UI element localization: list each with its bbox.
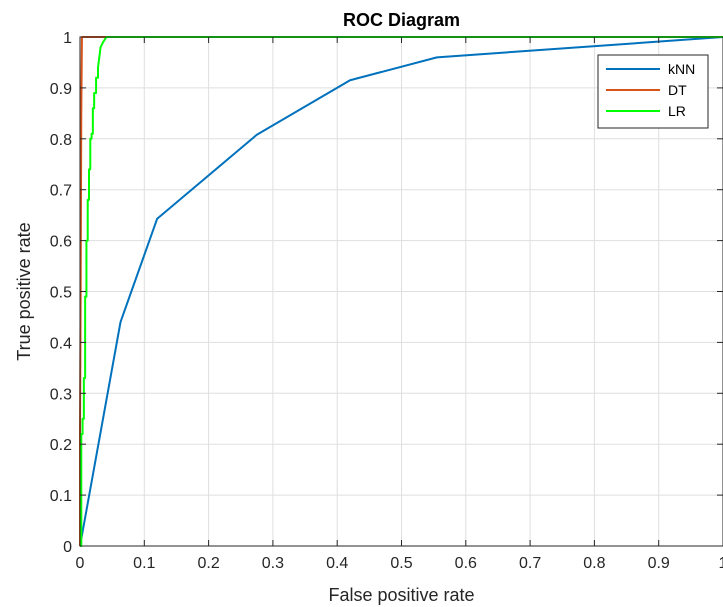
y-tick-label: 0	[63, 539, 72, 556]
legend-label-knn: kNN	[668, 61, 695, 77]
x-tick-label: 0.8	[583, 555, 605, 572]
y-tick-label: 0.2	[50, 437, 72, 454]
y-tick-label: 1	[63, 30, 72, 47]
x-tick-label: 0.5	[390, 555, 412, 572]
legend-label-dt: DT	[668, 82, 687, 98]
y-tick-label: 0.6	[50, 234, 72, 251]
x-tick-label: 0.9	[648, 555, 670, 572]
y-tick-label: 0.4	[50, 335, 72, 352]
x-tick-label: 0	[76, 555, 85, 572]
x-tick-label: 0.2	[197, 555, 219, 572]
legend: kNN DT LR	[597, 54, 709, 129]
y-tick-label: 0.7	[50, 183, 72, 200]
y-tick-label: 0.8	[50, 132, 72, 149]
y-tick-label: 0.3	[50, 386, 72, 403]
x-tick-labels: 0 0.1 0.2 0.3 0.4 0.5 0.6 0.7 0.8 0.9 1	[76, 555, 723, 572]
x-tick-label: 0.3	[262, 555, 284, 572]
y-tick-label: 0.5	[50, 285, 72, 302]
x-tick-label: 0.1	[133, 555, 155, 572]
legend-entries: kNN DT LR	[606, 61, 695, 119]
y-tick-label: 0.9	[50, 81, 72, 98]
y-tick-label: 0.1	[50, 488, 72, 505]
chart-title: ROC Diagram	[343, 10, 460, 30]
legend-box	[597, 54, 709, 129]
x-axis-label: False positive rate	[328, 585, 474, 605]
x-tick-label: 1	[719, 555, 723, 572]
tick-marks	[79, 36, 723, 547]
y-tick-labels: 0 0.1 0.2 0.3 0.4 0.5 0.6 0.7 0.8 0.9 1	[50, 30, 72, 556]
series-line-knn	[79, 36, 723, 547]
x-tick-label: 0.6	[455, 555, 477, 572]
legend-label-lr: LR	[668, 103, 686, 119]
y-axis-label: True positive rate	[14, 222, 34, 360]
series-line-lr	[80, 36, 723, 547]
x-tick-label: 0.4	[326, 555, 348, 572]
x-tick-label: 0.7	[519, 555, 541, 572]
